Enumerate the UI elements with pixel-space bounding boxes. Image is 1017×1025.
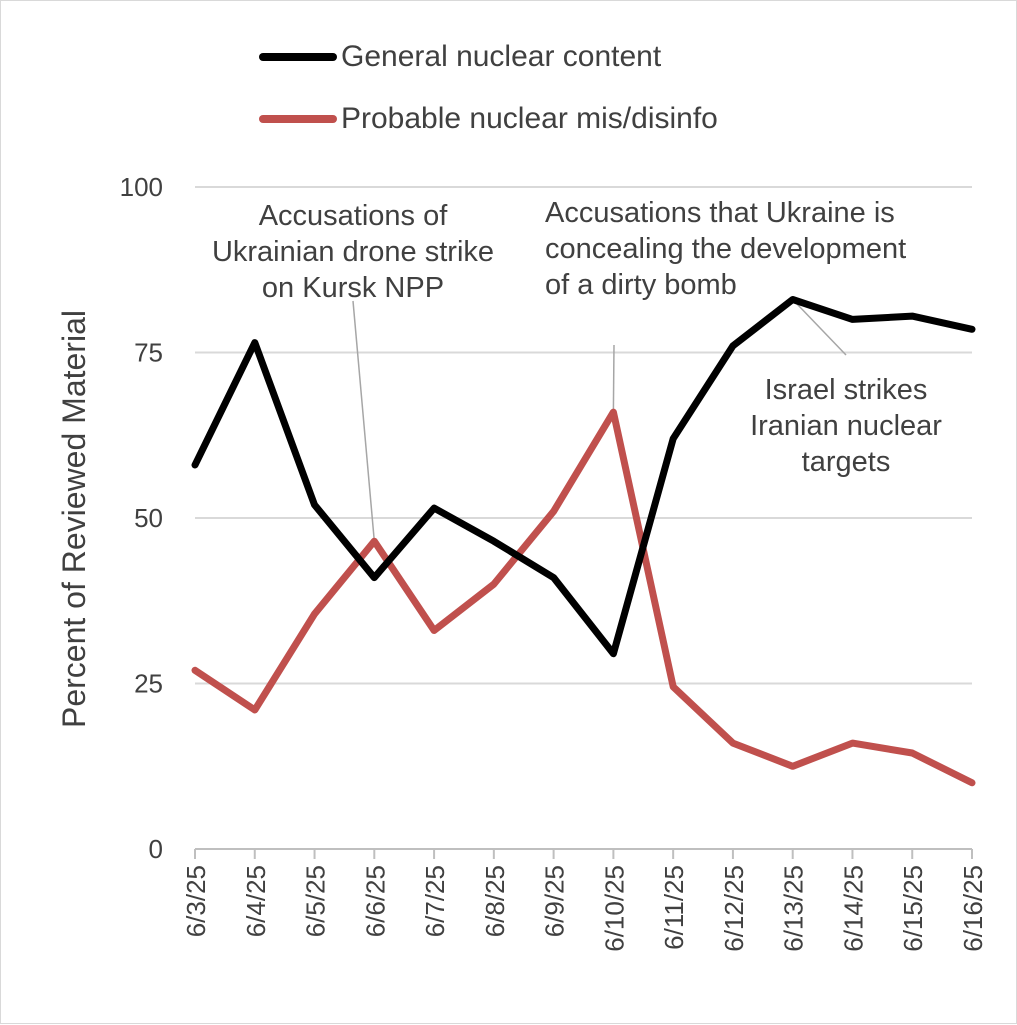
annotation-text-0: Accusations of Ukrainian drone strike on K… bbox=[212, 200, 494, 304]
legend-label-general: General nuclear content bbox=[341, 40, 662, 73]
series-line-general bbox=[191, 296, 976, 658]
annotation-line: Accusations of bbox=[259, 200, 449, 232]
x-tick-label-6/5/25: 6/5/25 bbox=[301, 865, 331, 937]
y-tick-label-75: 75 bbox=[134, 338, 163, 368]
y-tick-label-100: 100 bbox=[120, 172, 163, 202]
annotation-leader-1 bbox=[612, 344, 615, 413]
annotation-leaders bbox=[352, 299, 847, 542]
legend: General nuclear content Probable nuclear… bbox=[259, 40, 718, 135]
annotation-line: Iranian nuclear bbox=[750, 410, 942, 442]
annotation-leader-0 bbox=[352, 300, 376, 542]
annotation-text-1: Accusations that Ukraine is concealing th… bbox=[545, 197, 906, 301]
annotation-line: concealing the development bbox=[545, 233, 906, 265]
annotation-line: Israel strikes bbox=[765, 374, 928, 406]
x-tick-label-6/14/25: 6/14/25 bbox=[838, 865, 868, 952]
x-tick-label-6/3/25: 6/3/25 bbox=[181, 865, 211, 937]
x-tick-label-6/11/25: 6/11/25 bbox=[659, 865, 689, 950]
x-tick-label-6/6/25: 6/6/25 bbox=[360, 865, 390, 937]
x-axis: 6/3/25 6/4/25 6/5/25 6/6/25 6/7/25 6/8/25 6/9/… bbox=[181, 848, 988, 952]
annotation-line: targets bbox=[802, 446, 891, 478]
y-tick-label-50: 50 bbox=[134, 503, 163, 533]
series-line-disinfo bbox=[191, 408, 976, 787]
x-tick-label-6/15/25: 6/15/25 bbox=[898, 865, 928, 952]
x-tick-label-6/10/25: 6/10/25 bbox=[599, 865, 629, 952]
annotation-line: on Kursk NPP bbox=[262, 272, 444, 304]
x-tick-label-6/7/25: 6/7/25 bbox=[420, 865, 450, 937]
legend-label-disinfo: Probable nuclear mis/disinfo bbox=[341, 102, 718, 135]
annotation-text-2: Israel strikes Iranian nuclear targets bbox=[750, 374, 942, 478]
x-tick-label-6/8/25: 6/8/25 bbox=[480, 865, 510, 937]
x-tick-label-6/13/25: 6/13/25 bbox=[779, 865, 809, 952]
y-axis-ticks: 0 25 50 75 100 bbox=[120, 172, 163, 864]
x-tick-label-6/12/25: 6/12/25 bbox=[719, 865, 749, 952]
y-axis-title: Percent of Reviewed Material bbox=[56, 310, 92, 728]
annotation-line: of a dirty bomb bbox=[545, 269, 737, 301]
annotation-leader-2 bbox=[792, 299, 847, 356]
x-tick-label-6/4/25: 6/4/25 bbox=[241, 865, 271, 937]
annotation-line: Ukrainian drone strike bbox=[212, 236, 494, 268]
series-lines bbox=[191, 296, 976, 787]
annotation-line: Accusations that Ukraine is bbox=[545, 197, 895, 229]
annotations: Accusations of Ukrainian drone strike on K… bbox=[212, 197, 942, 478]
y-tick-label-0: 0 bbox=[149, 834, 163, 864]
x-tick-label-6/9/25: 6/9/25 bbox=[540, 865, 570, 937]
x-tick-label-6/16/25: 6/16/25 bbox=[958, 865, 988, 952]
y-tick-label-25: 25 bbox=[134, 669, 163, 699]
